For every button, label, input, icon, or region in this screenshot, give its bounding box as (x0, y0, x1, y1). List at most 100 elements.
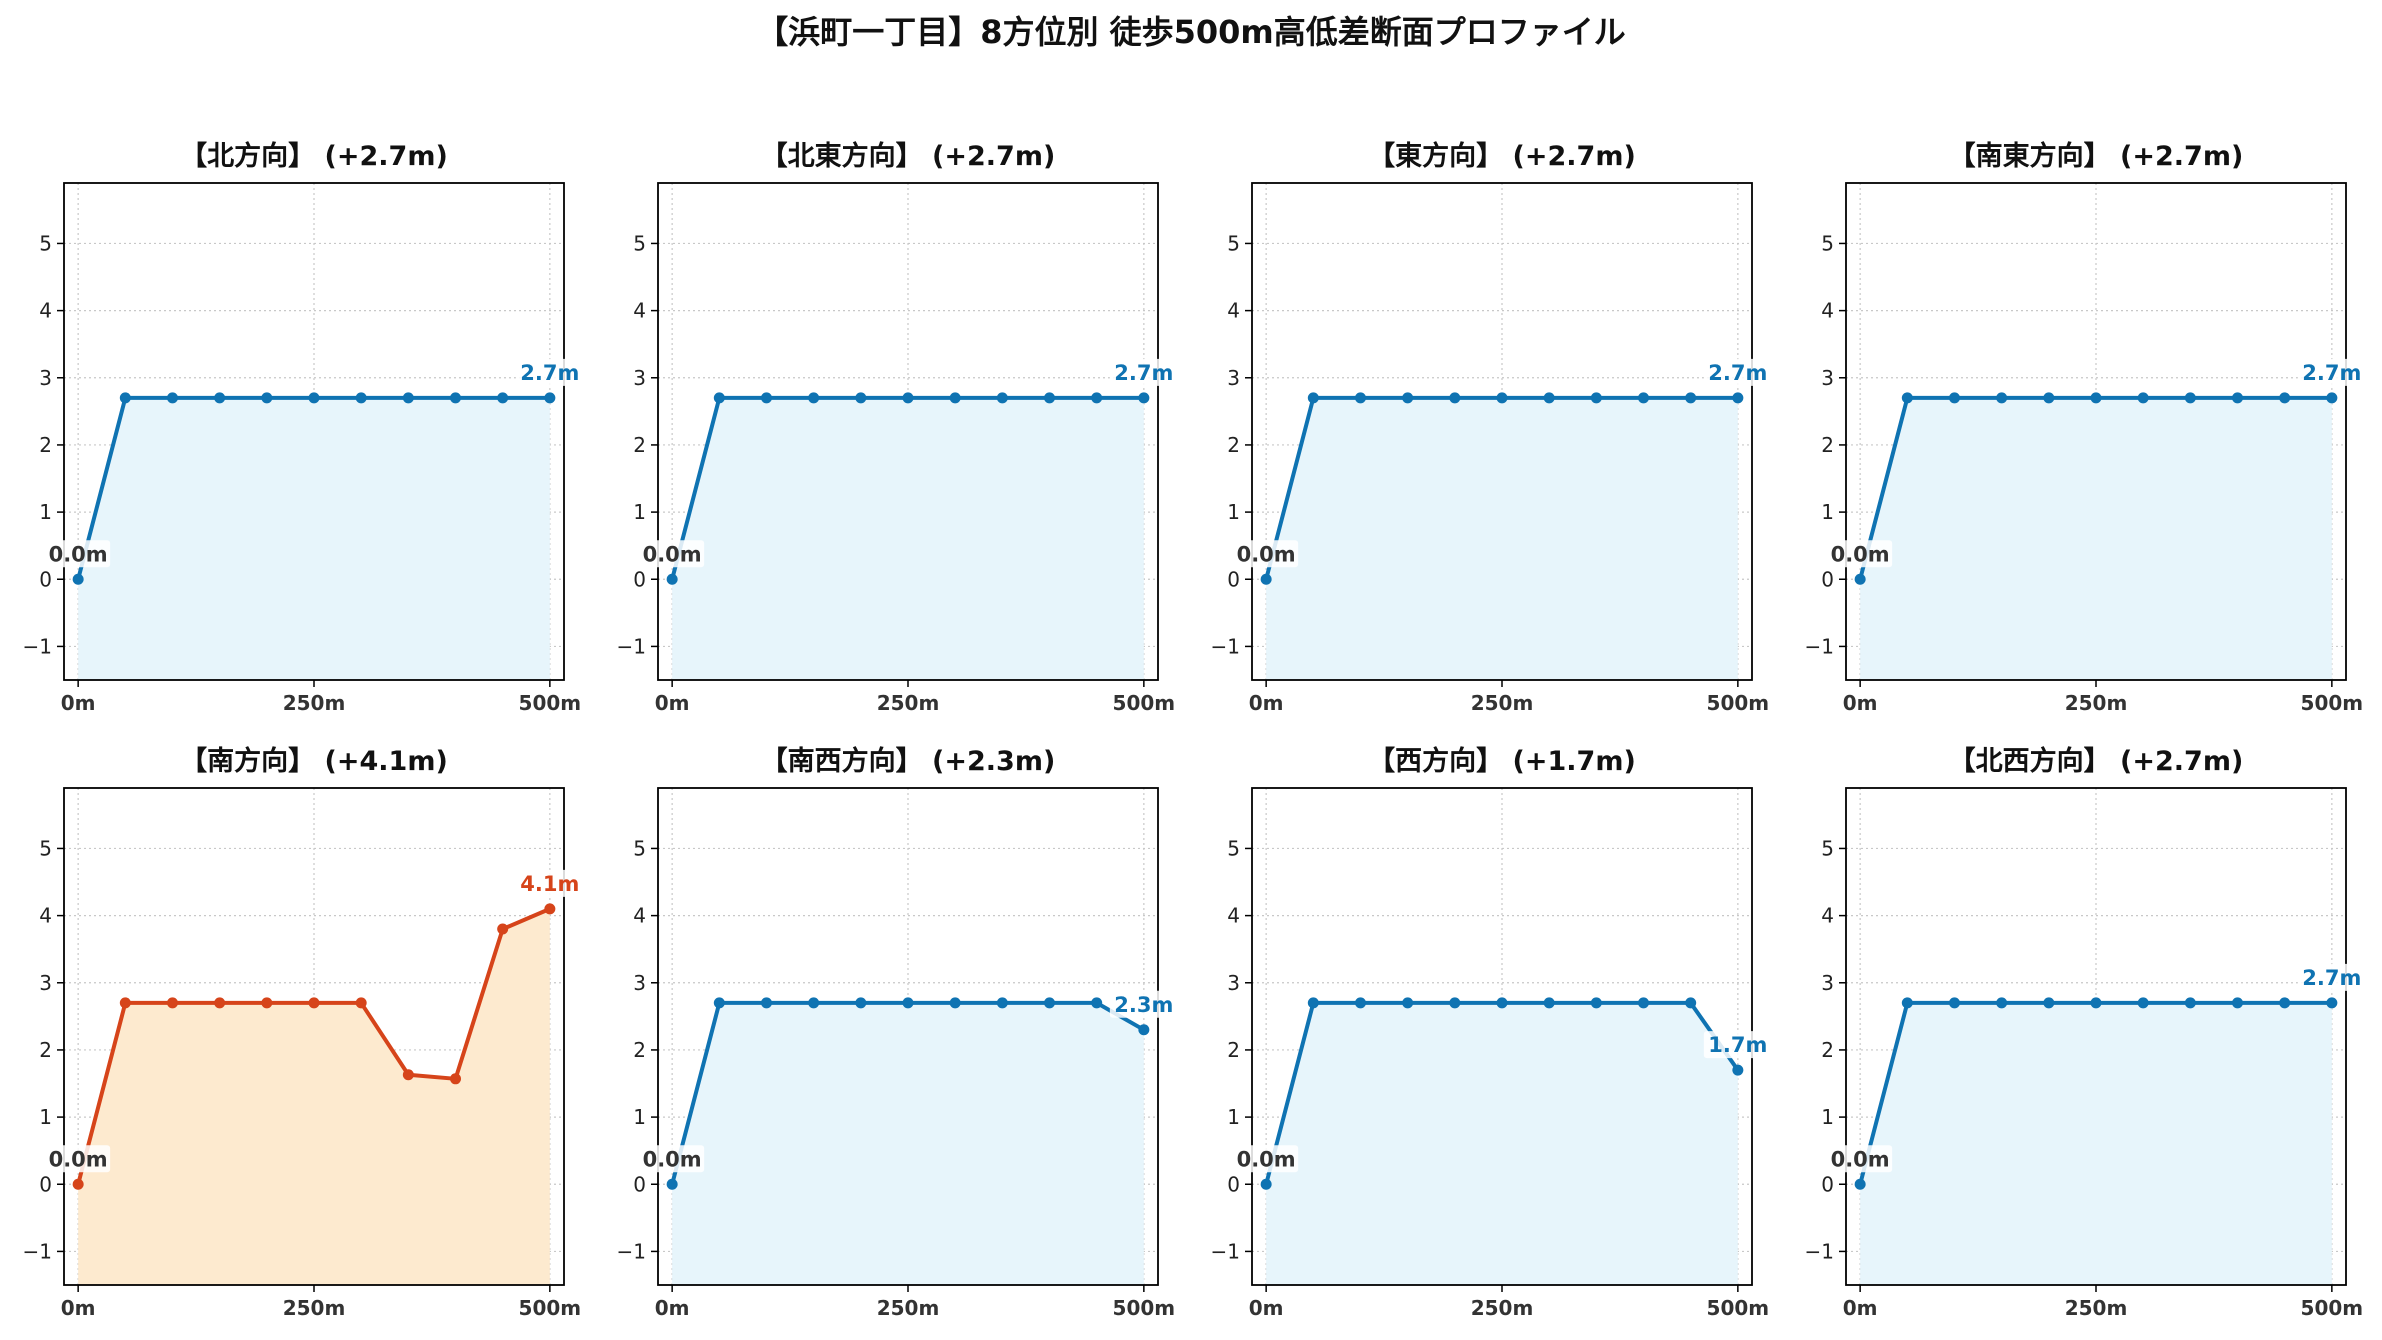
x-tick-label: 250m (1471, 1296, 1534, 1320)
elevation-point (666, 573, 678, 585)
y-tick-label: −1 (617, 634, 646, 658)
chart-panel: 0m 250m 500m −1 0 1 2 3 4 5 【南西方向】 (+2.3m) 0.0m 2.3m (617, 745, 1178, 1320)
panel-title: 【北東方向】 (+2.7m) (761, 140, 1056, 172)
elevation-point (308, 997, 320, 1009)
y-tick-label: 4 (1227, 299, 1240, 323)
y-tick-label: 2 (39, 1038, 52, 1062)
y-tick-label: 0 (1227, 567, 1240, 591)
elevation-point (1638, 997, 1650, 1009)
end-label: 2.7m (1708, 361, 1767, 385)
elevation-point (1091, 392, 1103, 404)
y-tick-label: −1 (1805, 1239, 1834, 1263)
start-label-bg (44, 1145, 111, 1173)
elevation-point (72, 1178, 84, 1190)
x-tick-label: 0m (1249, 691, 1284, 715)
elevation-point (2184, 997, 2196, 1009)
elevation-point (1948, 392, 1960, 404)
y-tick-label: 1 (1227, 500, 1240, 524)
y-tick-label: 0 (1227, 1172, 1240, 1196)
x-tick-label: 500m (1707, 1296, 1770, 1320)
end-label: 4.1m (520, 872, 579, 896)
end-label-bg (2297, 963, 2366, 991)
elevation-area (672, 1002, 1144, 1285)
elevation-point (902, 392, 914, 404)
elevation-point (355, 997, 367, 1009)
start-label-bg (44, 540, 111, 568)
elevation-point (2043, 392, 2055, 404)
x-tick-label: 0m (655, 691, 690, 715)
elevation-point (1307, 392, 1319, 404)
elevation-point (760, 997, 772, 1009)
y-tick-label: 5 (1227, 231, 1240, 255)
elevation-point (713, 392, 725, 404)
elevation-area (1860, 397, 2332, 680)
elevation-point (1948, 997, 1960, 1009)
y-tick-label: 0 (39, 567, 52, 591)
y-tick-label: 3 (633, 971, 646, 995)
elevation-point (1449, 392, 1461, 404)
elevation-point (855, 997, 867, 1009)
elevation-point (760, 392, 772, 404)
y-tick-label: 3 (39, 366, 52, 390)
end-label: 2.3m (1114, 993, 1173, 1017)
panel-title: 【北方向】 (+2.7m) (180, 140, 448, 172)
y-tick-label: 2 (39, 433, 52, 457)
start-label: 0.0m (643, 542, 702, 566)
elevation-point (497, 923, 509, 935)
y-tick-label: −1 (1211, 634, 1240, 658)
elevation-point (855, 392, 867, 404)
y-tick-label: 4 (1227, 904, 1240, 928)
elevation-point (808, 392, 820, 404)
elevation-point (544, 903, 556, 915)
y-tick-label: 5 (633, 836, 646, 860)
figure-suptitle: 【浜町一丁目】8方位別 徒歩500m高低差断面プロファイル (756, 13, 1626, 51)
start-label: 0.0m (49, 542, 108, 566)
start-label: 0.0m (1831, 542, 1890, 566)
y-tick-label: 5 (39, 836, 52, 860)
y-tick-label: 4 (633, 299, 646, 323)
panel-title: 【北西方向】 (+2.7m) (1949, 745, 2244, 777)
elevation-point (1307, 997, 1319, 1009)
elevation-point (2326, 997, 2338, 1009)
elevation-point (1854, 1178, 1866, 1190)
elevation-area (78, 397, 550, 680)
elevation-area (78, 908, 550, 1285)
elevation-point (1402, 392, 1414, 404)
elevation-point (214, 997, 226, 1009)
chart-panel: 0m 250m 500m −1 0 1 2 3 4 5 【東方向】 (+2.7m) 0.0m 2.7m (1211, 140, 1772, 715)
elevation-point (1996, 997, 2008, 1009)
end-label-bg (2297, 358, 2366, 386)
panel-title: 【南東方向】 (+2.7m) (1949, 140, 2244, 172)
elevation-point (119, 997, 131, 1009)
y-tick-label: 0 (39, 1172, 52, 1196)
start-label-bg (1232, 540, 1299, 568)
elevation-area (1266, 397, 1738, 680)
x-tick-label: 250m (877, 691, 940, 715)
y-tick-label: 5 (1227, 836, 1240, 860)
x-tick-label: 250m (283, 1296, 346, 1320)
y-tick-label: 1 (39, 1105, 52, 1129)
elevation-point (1354, 392, 1366, 404)
elevation-point (1590, 997, 1602, 1009)
elevation-point (1044, 997, 1056, 1009)
y-tick-label: 3 (1227, 366, 1240, 390)
x-tick-label: 500m (2301, 1296, 2364, 1320)
elevation-point (2137, 997, 2149, 1009)
panel-title: 【南方向】 (+4.1m) (180, 745, 448, 777)
y-tick-label: 3 (633, 366, 646, 390)
elevation-point (949, 392, 961, 404)
elevation-point (2232, 997, 2244, 1009)
elevation-point (261, 997, 273, 1009)
x-tick-label: 250m (283, 691, 346, 715)
elevation-point (166, 997, 178, 1009)
elevation-point (2279, 997, 2291, 1009)
y-tick-label: −1 (617, 1239, 646, 1263)
elevation-point (1854, 573, 1866, 585)
elevation-point (1685, 997, 1697, 1009)
elevation-point (1354, 997, 1366, 1009)
y-tick-label: 1 (39, 500, 52, 524)
elevation-point (1260, 1178, 1272, 1190)
chart-panel: 0m 250m 500m −1 0 1 2 3 4 5 【南方向】 (+4.1m) 0.0m 4.1m (23, 745, 584, 1320)
x-tick-label: 250m (1471, 691, 1534, 715)
